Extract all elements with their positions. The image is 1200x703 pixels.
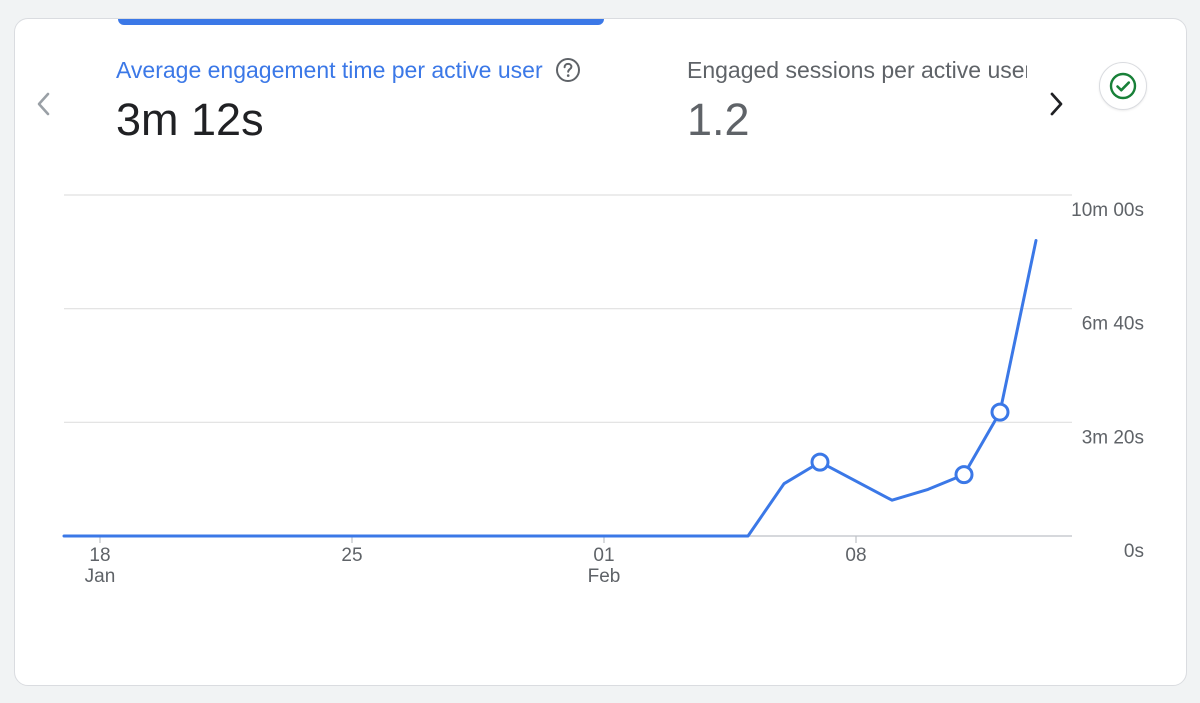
x-tick-label: 25 [341, 545, 362, 566]
metric-label: Engaged sessions per active user [687, 57, 1027, 83]
next-metric-button[interactable] [1036, 84, 1076, 124]
x-tick-label: 08 [845, 545, 866, 566]
metric-value: 1.2 [687, 94, 750, 145]
check-circle-icon [1109, 72, 1137, 100]
active-tab-indicator [118, 19, 604, 25]
series-line [62, 239, 1038, 538]
metric-tab-avg-engagement-time[interactable]: Average engagement time per active user … [116, 53, 581, 149]
y-tick-label: 0s [1124, 541, 1144, 562]
x-tick-month-label: Jan [85, 566, 116, 587]
data-point [810, 452, 830, 472]
metric-value: 3m 12s [116, 94, 264, 145]
help-circle-icon[interactable] [555, 57, 581, 83]
data-point [954, 465, 974, 485]
y-tick-label: 10m 00s [1071, 200, 1144, 221]
previous-metric-button[interactable] [24, 84, 64, 124]
x-tick-month-label: Feb [588, 566, 621, 587]
metric-card: Average engagement time per active user … [14, 18, 1187, 686]
metric-label: Average engagement time per active user [116, 57, 543, 83]
chevron-left-icon [37, 92, 50, 116]
data-point [990, 402, 1010, 422]
status-button[interactable] [1099, 62, 1147, 110]
x-tick-label: 01 [593, 545, 614, 566]
x-tick-label: 18 [89, 545, 110, 566]
chevron-right-icon [1050, 92, 1063, 116]
y-tick-label: 6m 40s [1082, 314, 1144, 335]
y-tick-label: 3m 20s [1082, 427, 1144, 448]
metric-tab-engaged-sessions[interactable]: Engaged sessions per active user 1.2 [687, 53, 1027, 149]
